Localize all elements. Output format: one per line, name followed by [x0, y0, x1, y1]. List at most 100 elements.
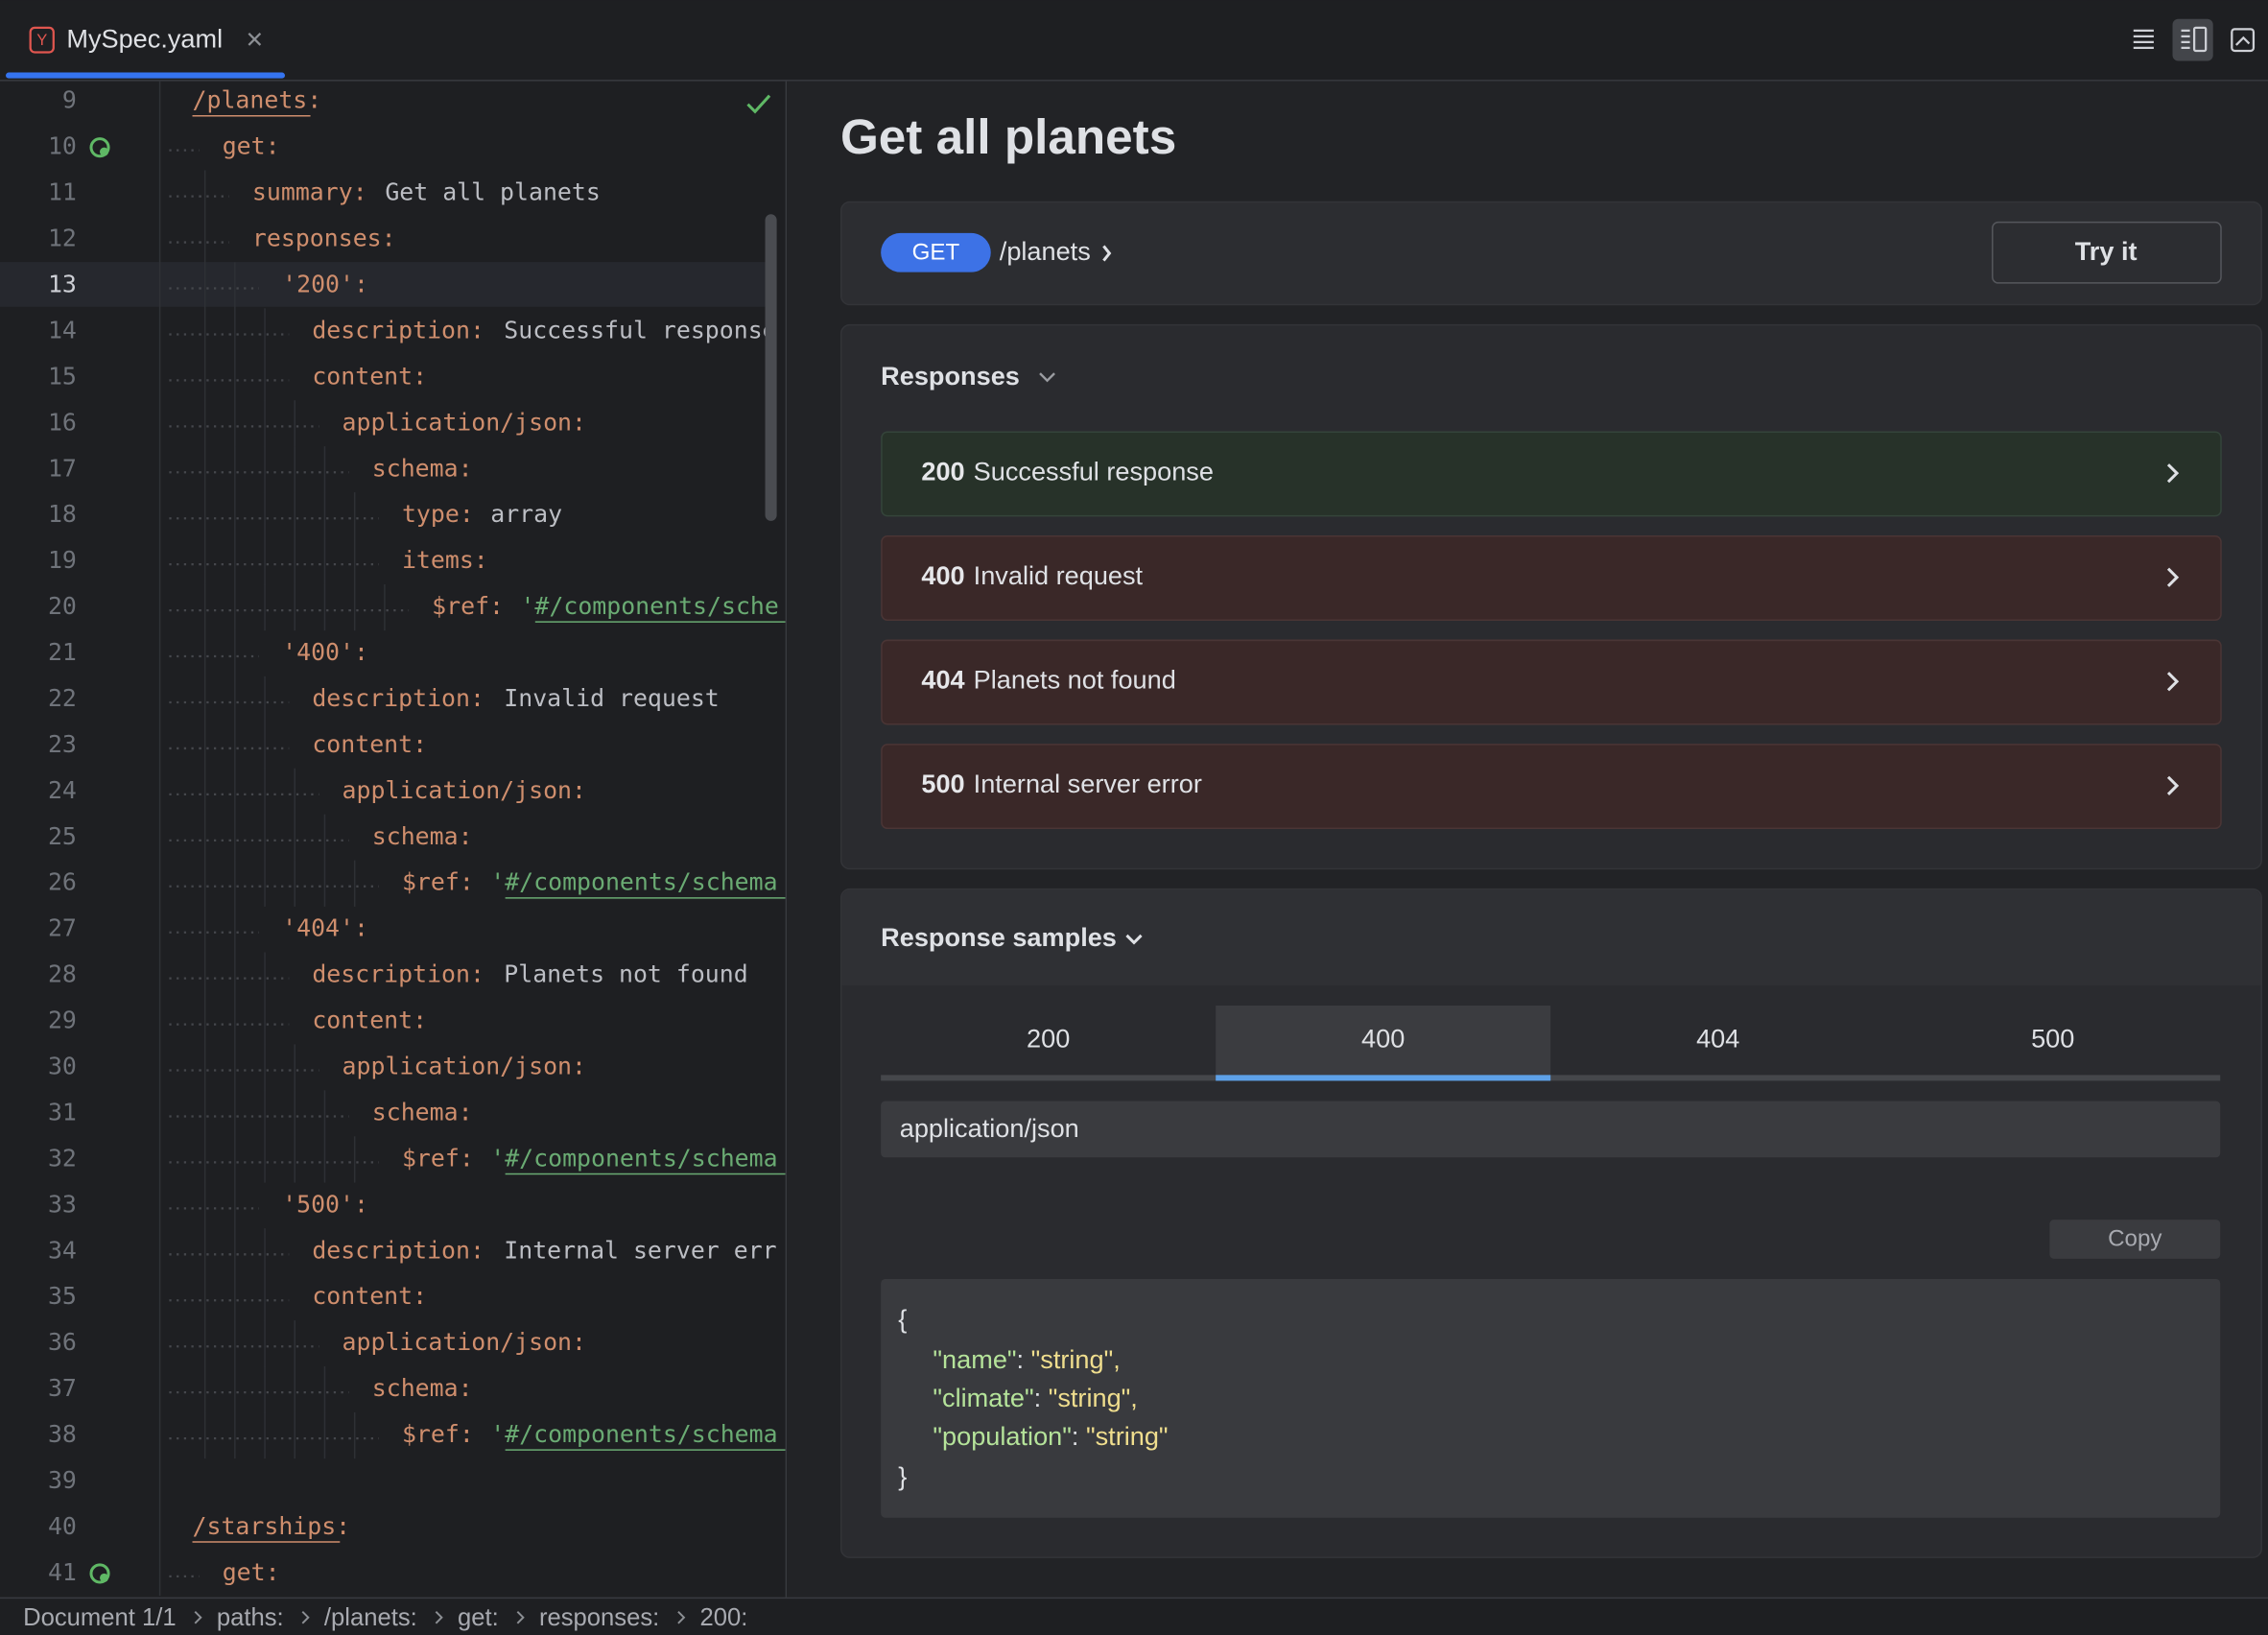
run-icon-dot — [100, 1573, 109, 1582]
breadcrumb-separator — [435, 1611, 443, 1624]
yaml-key: items: — [402, 546, 488, 574]
copy-button[interactable] — [2049, 1220, 2221, 1259]
copy-label[interactable]: Copy — [2108, 1226, 2162, 1252]
breadcrumb-separator — [516, 1611, 525, 1624]
yaml-key: schema: — [372, 1098, 473, 1126]
json-sep: : — [1017, 1344, 1025, 1374]
yaml-key: application/json: — [343, 1328, 586, 1356]
line-number: 16 — [48, 408, 77, 436]
breadcrumb-item[interactable]: responses: — [539, 1604, 659, 1631]
content-type-box[interactable] — [881, 1101, 2221, 1158]
yaml-ref[interactable]: '#/components/sche — [520, 592, 778, 620]
breadcrumb-separator — [194, 1611, 202, 1624]
breadcrumb-item[interactable]: 200: — [700, 1604, 748, 1631]
yaml-key: get: — [223, 1558, 280, 1586]
line-number: 19 — [48, 546, 77, 574]
responses-title[interactable]: Responses — [881, 361, 1020, 391]
line-number: 14 — [48, 316, 77, 344]
json-value: "string", — [1049, 1383, 1138, 1412]
path-chevron — [1102, 245, 1112, 262]
samples-chevron — [1125, 934, 1143, 945]
tab-bar — [0, 0, 2268, 81]
yaml-key: content: — [312, 362, 427, 390]
tab-selected-bar — [1216, 1075, 1551, 1081]
yaml-key: application/json: — [343, 776, 586, 804]
breadcrumb-item[interactable]: get: — [458, 1604, 499, 1631]
sample-tab[interactable]: 404 — [1696, 1023, 1739, 1053]
response-text: Successful response — [974, 456, 1214, 486]
line-number: 9 — [62, 86, 77, 114]
response-code: 400 — [921, 560, 964, 590]
yaml-key: /starships: — [193, 1512, 351, 1540]
response-row[interactable] — [881, 431, 2222, 517]
content-type[interactable]: application/json — [900, 1113, 1079, 1143]
scrollbar[interactable] — [765, 214, 777, 521]
yaml-key: schema: — [372, 454, 473, 482]
line-number: 18 — [48, 500, 77, 528]
endpoint-path[interactable]: /planets — [1000, 236, 1091, 266]
line-number: 27 — [48, 914, 77, 942]
yaml-key: '200': — [282, 270, 368, 297]
samples-title[interactable]: Response samples — [881, 922, 1117, 952]
yaml-key: '500': — [282, 1190, 368, 1218]
line-number: 35 — [48, 1282, 77, 1310]
preview: Get all planets GET /planets Try it Resp… — [787, 81, 2268, 1598]
yaml-key: $ref: — [402, 1144, 474, 1172]
line-number: 40 — [48, 1512, 77, 1540]
yaml-key: get: — [223, 132, 280, 160]
line-number: 37 — [48, 1374, 77, 1402]
line-number: 24 — [48, 776, 77, 804]
yaml-key: '404': — [282, 914, 368, 942]
json-value: "string", — [1031, 1344, 1121, 1374]
yaml-value: array — [490, 500, 562, 528]
response-text: Invalid request — [974, 560, 1144, 590]
yaml-key: $ref: — [402, 868, 474, 896]
line-number: 29 — [48, 1007, 77, 1034]
yaml-key: /planets: — [193, 86, 322, 114]
breadcrumb-item[interactable]: paths: — [217, 1604, 284, 1631]
line-number: 38 — [48, 1420, 77, 1448]
status-bar — [0, 1597, 2268, 1635]
close-tab[interactable] — [248, 33, 262, 46]
json-key: "climate" — [933, 1383, 1033, 1412]
response-row[interactable] — [881, 744, 2222, 830]
yaml-key: summary: — [252, 178, 367, 206]
operation-title: Get all planets — [840, 109, 1176, 164]
breadcrumb-item[interactable]: /planets: — [324, 1604, 417, 1631]
line-number: 33 — [48, 1190, 77, 1218]
try-button-label[interactable]: Try it — [2075, 236, 2138, 266]
caret-row — [0, 262, 768, 307]
yaml-value: Get all planets — [385, 178, 600, 206]
yaml-ref[interactable]: '#/components/schema — [490, 1144, 777, 1172]
yaml-ref[interactable]: '#/components/schema — [490, 1420, 777, 1448]
response-row[interactable] — [881, 535, 2222, 621]
yaml-key: content: — [312, 730, 427, 758]
yaml-value: Successful response — [504, 316, 776, 344]
response-chevron — [2166, 775, 2180, 795]
yaml-key: description: — [312, 316, 484, 344]
line-number: 30 — [48, 1053, 77, 1080]
view-toggle[interactable] — [2133, 18, 2256, 61]
sample-tab[interactable]: 500 — [2031, 1023, 2074, 1053]
sample-tab[interactable]: 400 — [1361, 1023, 1405, 1053]
try-button[interactable] — [1992, 221, 2222, 284]
run-icon[interactable] — [89, 1563, 110, 1584]
file-tab[interactable]: MySpec.yaml — [66, 24, 223, 54]
line-number: 20 — [48, 592, 77, 620]
json-key: "population" — [933, 1421, 1071, 1451]
yaml-key: description: — [312, 684, 484, 712]
yaml-ref[interactable]: '#/components/schema — [490, 868, 777, 896]
json-sep: : — [1072, 1421, 1079, 1451]
line-number: 21 — [48, 638, 77, 666]
json-open: { — [898, 1304, 907, 1334]
sample-tab[interactable]: 200 — [1027, 1023, 1070, 1053]
breadcrumb-item[interactable]: Document 1/1 — [23, 1604, 177, 1631]
editor[interactable]: 9/planets: 10 get: 11 summary: Get all planet… — [0, 81, 786, 1598]
response-row[interactable] — [881, 639, 2222, 725]
yaml-value: Invalid request — [504, 684, 720, 712]
tab-underline — [6, 72, 286, 79]
yaml-key: $ref: — [402, 1420, 474, 1448]
run-icon[interactable] — [89, 137, 110, 158]
